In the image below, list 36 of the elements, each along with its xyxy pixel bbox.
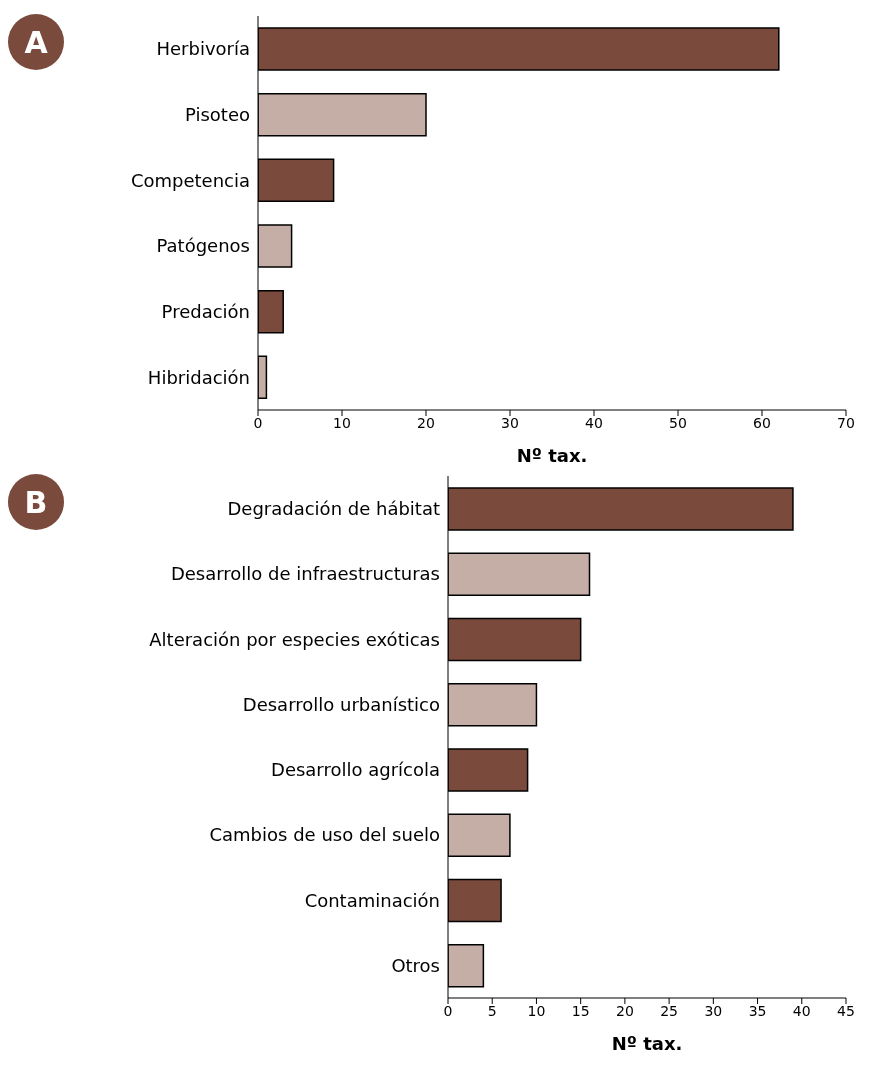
y-tick-label: Desarrollo agrícola (271, 759, 440, 781)
x-tick-label: 35 (748, 1002, 767, 1019)
x-tick-label: 0 (253, 414, 263, 431)
x-tick-label: 40 (585, 414, 603, 431)
y-tick-label: Otros (391, 954, 440, 976)
x-tick-label: 45 (837, 1002, 855, 1019)
circle-badge: B (8, 474, 64, 530)
y-tick-label: Predación (161, 300, 250, 322)
y-tick-label: Degradación de hábitat (227, 498, 440, 520)
y-tick-label: Patógenos (156, 235, 250, 257)
x-tick-label: 60 (753, 414, 771, 431)
y-tick-label: Contaminación (304, 889, 440, 911)
x-tick-label: 20 (615, 1002, 634, 1019)
x-axis-title: Nº tax. (611, 1033, 683, 1054)
circle-badge: A (8, 14, 64, 70)
x-tick-label: 10 (527, 1002, 546, 1019)
y-tick-label: Competencia (130, 169, 250, 191)
y-tick-label: Desarrollo urbanístico (242, 693, 440, 715)
x-tick-label: 10 (333, 414, 351, 431)
x-tick-label: 40 (792, 1002, 811, 1019)
y-tick-label: Alteración por especies exóticas (149, 628, 440, 650)
x-tick-label: 70 (837, 414, 855, 431)
y-tick-label: Desarrollo de infraestructuras (170, 563, 440, 585)
x-axis-title: Nº tax. (516, 445, 588, 466)
y-tick-label: Hibridación (147, 366, 250, 388)
x-tick-label: 50 (669, 414, 687, 431)
y-tick-label: Herbivoría (156, 38, 250, 60)
x-tick-label: 25 (660, 1002, 679, 1019)
x-tick-label: 0 (443, 1002, 453, 1019)
y-tick-label: Cambios de uso del suelo (209, 824, 440, 846)
y-tick-label: Pisoteo (185, 103, 250, 125)
x-tick-label: 15 (571, 1002, 590, 1019)
x-tick-label: 30 (501, 414, 519, 431)
x-tick-label: 30 (704, 1002, 723, 1019)
x-tick-label: 20 (417, 414, 435, 431)
x-tick-label: 5 (487, 1002, 497, 1019)
